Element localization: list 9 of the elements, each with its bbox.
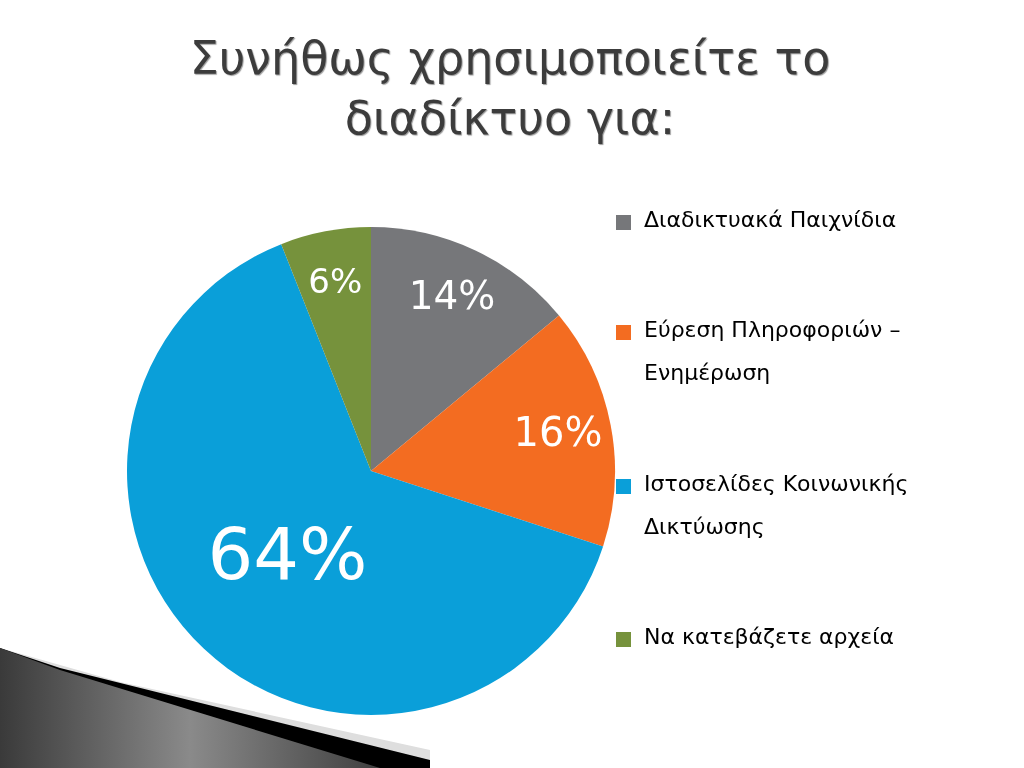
legend-label: Να κατεβάζετε αρχεία: [644, 623, 895, 651]
data-label: 6%: [308, 260, 363, 301]
data-label: 16%: [513, 408, 603, 455]
legend-label: Εύρεση Πληροφοριών – Ενημέρωση: [644, 316, 902, 388]
data-label: 64%: [207, 511, 368, 596]
legend-label: Ιστοσελίδες Κοινωνικής Δικτύωσης: [644, 469, 910, 541]
data-label: 14%: [408, 272, 496, 318]
legend-label: Διαδικτυακά Παιχνίδια: [644, 206, 897, 234]
chart-title: Συνήθως χρησιμοποιείτε το διαδίκτυο για:: [188, 30, 832, 147]
